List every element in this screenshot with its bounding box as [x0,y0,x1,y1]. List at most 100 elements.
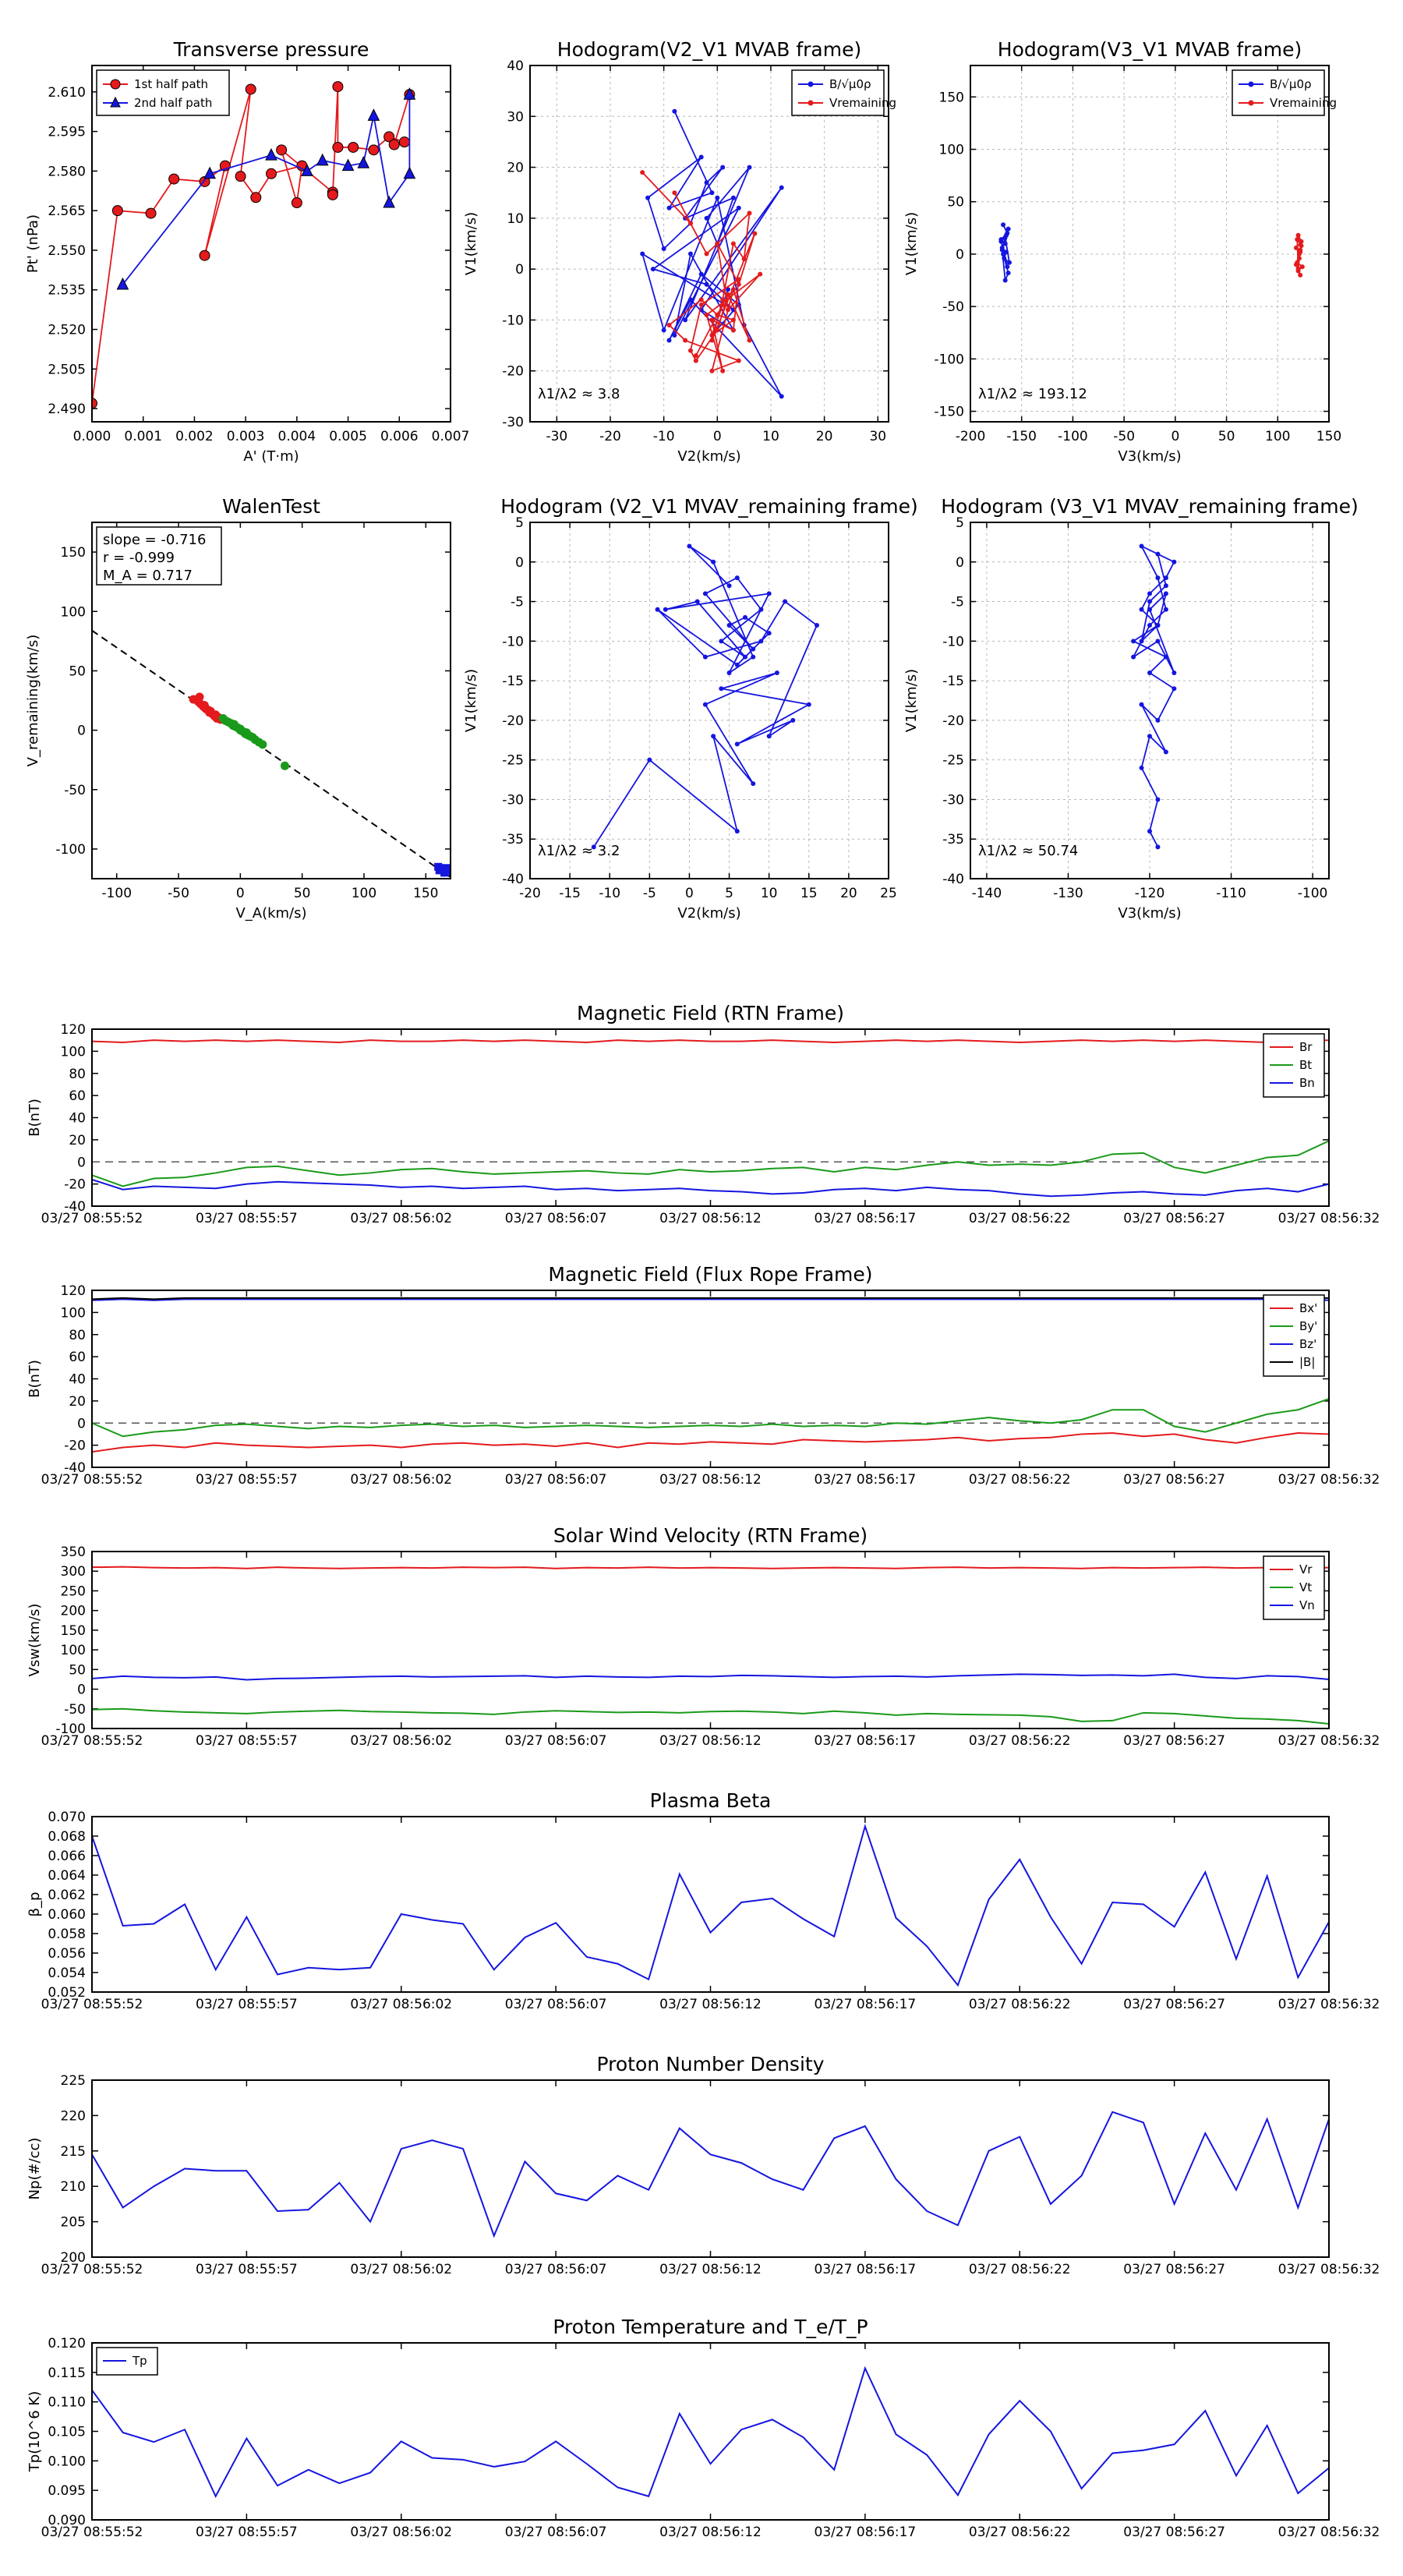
x-tick-label: -100 [101,886,132,901]
y-tick-label: 10 [507,211,524,227]
y-tick-label: 120 [61,1022,86,1038]
axes-frame [970,65,1330,423]
y-tick-label: 60 [69,1350,86,1365]
legend-label: Vremaining [829,96,896,110]
data-point [367,108,380,121]
plot-area [998,222,1305,283]
x-tick-label: 10 [761,886,778,901]
data-point [719,639,724,644]
y-tick-label: 5 [956,515,964,531]
data-point [1155,575,1161,581]
data-point [730,327,736,333]
x-tick-label: 0.000 [73,429,111,444]
data-point [672,108,677,114]
data-point [998,239,1004,244]
y-tick-label: -50 [64,783,86,798]
legend-label: B/√μ0ρ [829,77,871,91]
y-tick-label: 200 [61,2250,86,2266]
axes-frame [529,65,889,423]
time-tick-label: 03/27 08:56:07 [505,1733,607,1749]
axes-frame [91,1816,1330,1993]
data-point [730,287,736,292]
legend-label: 2nd half path [134,96,212,110]
legend-label: Bn [1299,1076,1315,1090]
time-tick-label: 03/27 08:56:27 [1123,1733,1225,1749]
x-tick-label: 100 [352,886,376,901]
data-point [1172,670,1177,675]
x-axis-label: A' (T·m) [243,448,299,465]
chart-title: Hodogram (V3_V1 MVAV_remaining frame) [941,495,1359,518]
data-point [704,251,709,257]
y-tick-label: 0.054 [48,1966,86,1981]
time-tick-label: 03/27 08:56:07 [505,1997,607,2012]
time-tick-label: 03/27 08:56:32 [1278,1733,1380,1749]
y-tick-label: 0.052 [48,1985,86,2001]
time-tick-label: 03/27 08:55:52 [41,1997,143,2012]
y-axis-label: Np(#/cc) [27,2138,43,2200]
lambda-ratio-annotation: λ1/λ2 ≈ 193.12 [978,386,1087,402]
series-line-Bz' [91,1298,1330,1301]
y-tick-label: -5 [951,595,964,610]
lambda-ratio-annotation: λ1/λ2 ≈ 50.74 [978,843,1078,859]
y-tick-label: 2.505 [48,362,86,377]
data-point [726,287,731,292]
time-tick-label: 03/27 08:56:32 [1278,1211,1380,1226]
data-point [1006,260,1012,265]
time-tick-label: 03/27 08:55:52 [41,1472,143,1488]
time-tick-label: 03/27 08:56:17 [815,1211,917,1226]
data-point [1296,251,1302,257]
data-point [199,249,210,261]
chart-hod1: -30 -20 -10 0 10 20 30 -30 -20 -10 0 10 20 30 40 Hodogr… [463,38,896,465]
time-tick-label: 03/27 08:56:32 [1278,2525,1380,2540]
time-tick-label: 03/27 08:55:57 [196,2262,298,2277]
axes-frame [91,1290,1330,1468]
data-point [702,654,708,660]
y-tick-label: 50 [69,663,86,679]
data-point [116,277,129,290]
x-tick-label: 5 [725,886,733,901]
y-tick-label: 200 [61,1604,86,1619]
data-point [92,398,97,409]
data-point [779,394,784,399]
y-tick-label: 5 [515,515,524,531]
x-tick-label: 0 [236,886,245,901]
x-tick-label: 20 [816,429,833,444]
time-tick-label: 03/27 08:56:07 [505,1211,607,1226]
y-tick-label: -10 [942,634,964,649]
x-tick-label: -5 [643,886,656,901]
data-point [702,591,708,596]
y-tick-label: -30 [502,415,524,430]
data-point [698,302,704,307]
data-point [720,165,726,170]
x-tick-label: -140 [972,886,1002,901]
y-tick-label: 60 [69,1088,86,1104]
data-point [752,231,758,236]
data-point [640,170,645,175]
y-tick-label: 0.056 [48,1946,86,1962]
x-tick-label: 30 [869,429,886,444]
y-tick-label: -20 [942,713,964,729]
legend-label: Vr [1299,1562,1313,1576]
y-axis-label: B(nT) [27,1360,43,1398]
data-point [736,205,741,211]
data-point [1147,623,1152,628]
data-point [1163,583,1168,589]
y-tick-label: -35 [502,832,524,847]
chart-mag_fr: 03/27 08:55:52 03/27 08:55:57 03/27 08:56:… [27,1263,1380,1488]
x-tick-label: -30 [546,429,567,444]
fit-line [92,629,451,878]
y-axis-label: B(nT) [27,1099,43,1137]
x-tick-label: 0 [713,429,722,444]
data-point [815,623,819,628]
y-tick-label: -30 [502,792,524,808]
data-point [235,724,245,734]
data-point [645,195,651,200]
x-tick-label: -120 [1135,886,1165,901]
data-point [1139,765,1144,770]
data-point [1155,717,1161,723]
series-line-Np [91,2111,1330,2238]
data-point [704,215,709,221]
series-line-Bn [91,1178,1330,1198]
series-line-Vr [91,1566,1330,1569]
data-point [1147,607,1152,612]
